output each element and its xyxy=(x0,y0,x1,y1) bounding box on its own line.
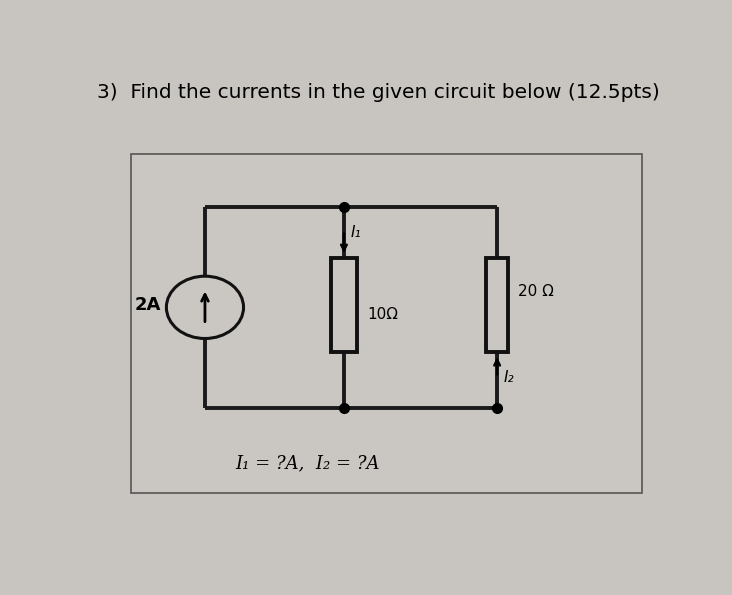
Text: I₂: I₂ xyxy=(504,369,515,385)
Text: 10Ω: 10Ω xyxy=(367,306,398,322)
Bar xyxy=(486,258,508,352)
Circle shape xyxy=(166,276,244,339)
Bar xyxy=(331,258,356,352)
Text: I₁: I₁ xyxy=(351,226,362,240)
Text: 3)  Find the currents in the given circuit below (12.5pts): 3) Find the currents in the given circui… xyxy=(97,83,660,102)
Bar xyxy=(131,154,642,493)
Text: 20 Ω: 20 Ω xyxy=(518,284,554,299)
Text: I₁ = ?A,  I₂ = ?A: I₁ = ?A, I₂ = ?A xyxy=(235,454,379,472)
Text: 2A: 2A xyxy=(135,296,161,314)
